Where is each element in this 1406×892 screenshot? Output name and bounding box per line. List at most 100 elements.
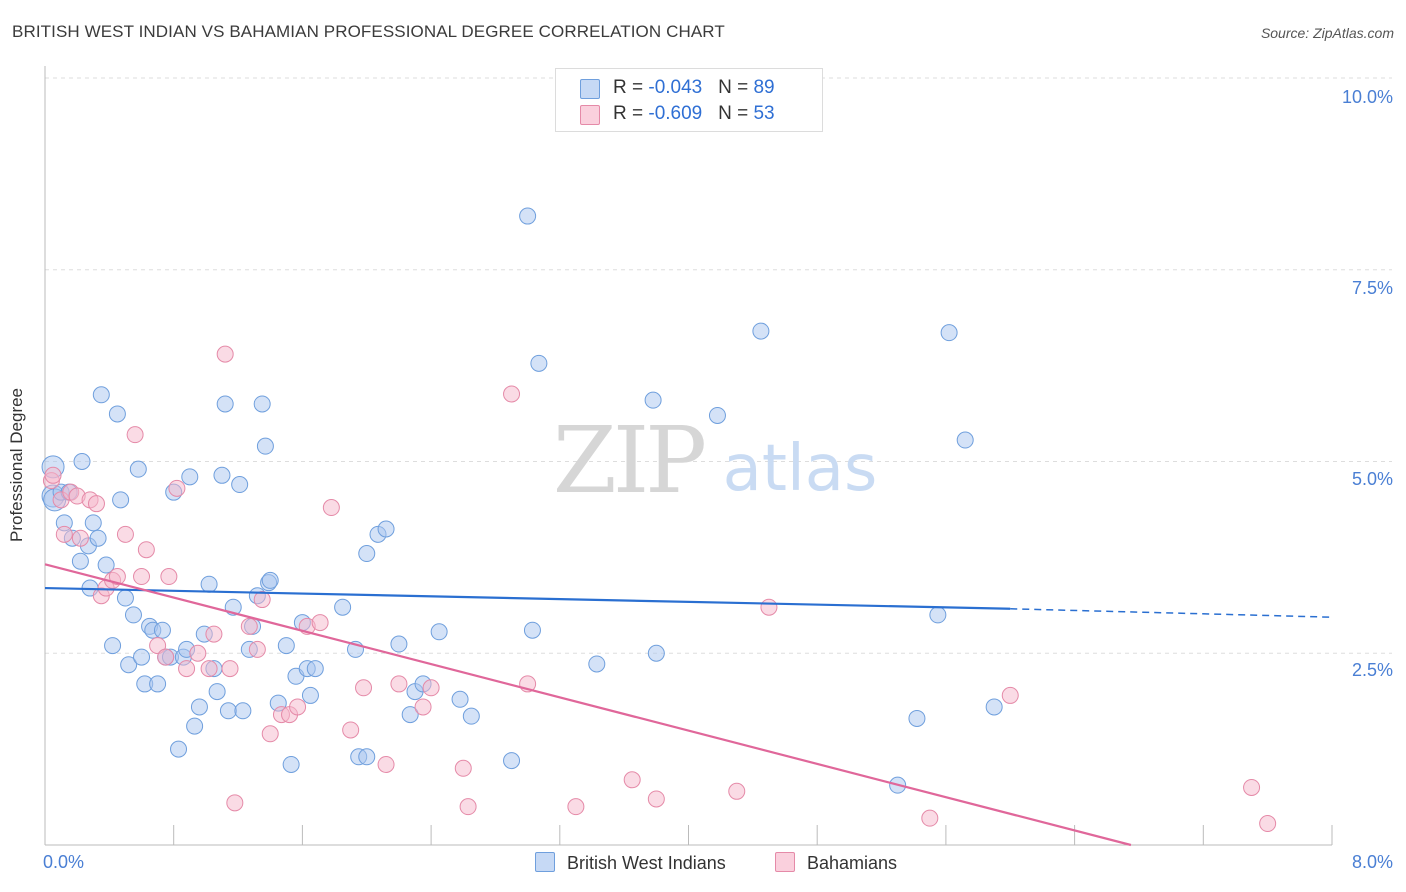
british-west-indian-point xyxy=(708,406,726,424)
british-west-indian-point xyxy=(462,707,480,725)
bahamian-point xyxy=(87,495,105,513)
bahamian-point xyxy=(623,771,641,789)
bahamian-point xyxy=(503,385,521,403)
british-west-indian-point xyxy=(89,529,107,547)
bahamian-point xyxy=(760,598,778,616)
legend-swatch-blue xyxy=(580,79,600,99)
british-west-indian-point xyxy=(401,706,419,724)
british-west-indian-point xyxy=(153,621,171,639)
bahamian-point xyxy=(200,660,218,678)
legend-n-label: N = xyxy=(718,103,754,124)
british-west-indian-point xyxy=(120,656,138,674)
bahamian-point xyxy=(240,617,258,635)
bahamian-point xyxy=(133,568,151,586)
watermark-zip: ZIP xyxy=(553,407,704,514)
bottom-legend-british-west-indians: British West Indians xyxy=(535,852,726,874)
british-west-indian-point xyxy=(523,621,541,639)
bottom-legend-label: Bahamians xyxy=(807,853,898,873)
british-west-indian-point xyxy=(644,391,662,409)
british-west-indian-point xyxy=(358,748,376,766)
british-west-indian-point xyxy=(430,623,448,641)
british-west-indian-point xyxy=(956,431,974,449)
bottom-legend-swatch-pink xyxy=(775,852,795,872)
british-west-indian-point xyxy=(234,702,252,720)
bahamian-trendline xyxy=(44,563,1132,847)
x-tick-label-max: 8.0% xyxy=(1351,852,1393,872)
british-west-indian-point xyxy=(231,476,249,494)
bahamian-point xyxy=(921,809,939,827)
bahamian-point xyxy=(221,660,239,678)
british-west-indian-point xyxy=(390,635,408,653)
bahamian-point xyxy=(55,525,73,543)
bahamian-point xyxy=(205,625,223,643)
british-west-indian-point xyxy=(181,468,199,486)
bahamian-point xyxy=(1259,815,1277,833)
bahamian-point xyxy=(454,759,472,777)
legend-n-value: 89 xyxy=(753,77,775,98)
british-west-indian-point xyxy=(219,702,237,720)
british-west-indian-point xyxy=(84,514,102,532)
bahamian-point xyxy=(342,721,360,739)
bottom-legend-label: British West Indians xyxy=(567,853,726,873)
british-west-indian-point xyxy=(216,395,234,413)
bahamian-point xyxy=(178,660,196,678)
bottom-legend-swatch-blue xyxy=(535,852,555,872)
bahamian-point xyxy=(1001,686,1019,704)
british-west-indian-point xyxy=(208,683,226,701)
british-west-indian-point xyxy=(186,717,204,735)
bahamian-point xyxy=(355,679,373,697)
british-west-indian-point xyxy=(282,755,300,773)
british-west-indian-trendline xyxy=(44,586,1011,610)
bahamian-point xyxy=(422,679,440,697)
british-west-indian-point xyxy=(256,437,274,455)
british-west-indian-point xyxy=(71,552,89,570)
bahamian-point xyxy=(311,614,329,632)
british-west-indian-point xyxy=(112,491,130,509)
british-west-indian-point xyxy=(940,324,958,342)
bahamian-point xyxy=(253,591,271,609)
bahamian-point xyxy=(459,798,477,816)
x-tick-label-min: 0.0% xyxy=(43,852,85,872)
bahamian-point xyxy=(126,426,144,444)
british-west-indian-point xyxy=(752,322,770,340)
bahamian-point xyxy=(728,782,746,800)
bahamian-point xyxy=(160,568,178,586)
bahamian-point xyxy=(226,794,244,812)
bottom-legend-bahamians: Bahamians xyxy=(775,852,897,874)
bahamian-point xyxy=(168,479,186,497)
legend-r-value: -0.609 xyxy=(648,103,703,124)
british-west-indian-point xyxy=(451,690,469,708)
british-west-indian-point xyxy=(929,606,947,624)
bahamian-point xyxy=(261,725,279,743)
legend-r-label: R = xyxy=(613,103,649,124)
y-tick-label-10: 10.0% xyxy=(1341,87,1393,107)
british-west-indian-point xyxy=(277,637,295,655)
british-west-indian-point xyxy=(253,395,271,413)
british-west-indian-point xyxy=(301,686,319,704)
bahamian-point xyxy=(390,675,408,693)
source-label: Source: ZipAtlas.com xyxy=(1260,25,1394,41)
bahamian-point xyxy=(289,698,307,716)
british-west-indian-point xyxy=(334,598,352,616)
british-west-indian-point xyxy=(92,386,110,404)
british-west-indian-point xyxy=(108,405,126,423)
legend-r-label: R = xyxy=(613,77,649,98)
bahamian-point xyxy=(216,345,234,363)
bahamian-point xyxy=(116,525,134,543)
legend-n-label: N = xyxy=(718,77,754,98)
british-west-indian-point xyxy=(133,648,151,666)
british-west-indian-point xyxy=(908,709,926,727)
watermark-atlas: atlas xyxy=(723,432,878,506)
legend-r-value: -0.043 xyxy=(648,77,703,98)
legend-n-value: 53 xyxy=(753,103,775,124)
bahamian-point xyxy=(157,648,175,666)
british-west-indian-point xyxy=(170,740,188,758)
bahamian-point xyxy=(44,466,62,484)
bahamian-point xyxy=(248,640,266,658)
british-west-indian-point xyxy=(200,575,218,593)
british-west-indian-point xyxy=(97,556,115,574)
y-tick-label-7-5: 7.5% xyxy=(1351,278,1393,298)
british-west-indian-point xyxy=(377,520,395,538)
british-west-indian-point xyxy=(73,453,91,470)
british-west-indian-point xyxy=(116,589,134,607)
